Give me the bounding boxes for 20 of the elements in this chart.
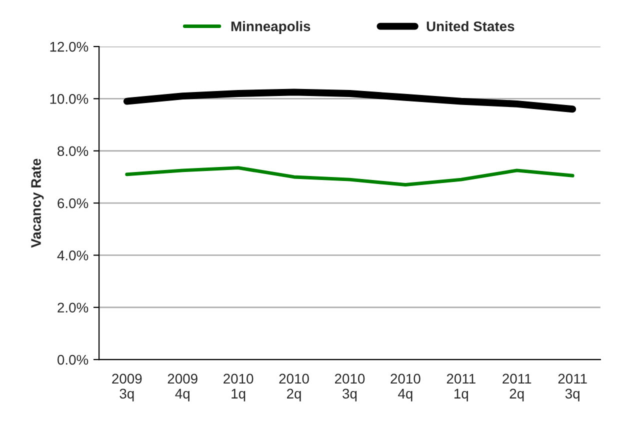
y-tick-label: 12.0% <box>50 42 88 52</box>
x-tick-label: 2011 3q <box>558 374 587 402</box>
y-tick-label: 0.0% <box>58 354 88 365</box>
y-tick-label: 10.0% <box>50 94 88 104</box>
x-tick-label: 2011 1q <box>446 374 476 402</box>
legend-label: Minneapolis <box>231 21 310 34</box>
y-tick-label: 6.0% <box>58 198 88 208</box>
x-tick-label: 2010 4q <box>390 374 420 402</box>
x-tick-label: 2010 2q <box>279 374 309 402</box>
y-axis-title: Vacancy Rate <box>31 158 44 248</box>
x-tick-label: 2009 4q <box>168 374 198 402</box>
x-tick-label: 2010 1q <box>224 374 254 402</box>
y-tick-label: 4.0% <box>57 250 88 260</box>
line-series <box>125 166 574 187</box>
x-tick-label: 2011 2q <box>502 374 532 402</box>
x-tick-label: 2010 3q <box>334 374 365 402</box>
x-tick-label: 2009 3q <box>112 374 142 402</box>
legend-label: United States <box>426 21 514 32</box>
y-tick-label: 8.0% <box>58 146 88 156</box>
y-tick-label: 2.0% <box>58 302 88 313</box>
